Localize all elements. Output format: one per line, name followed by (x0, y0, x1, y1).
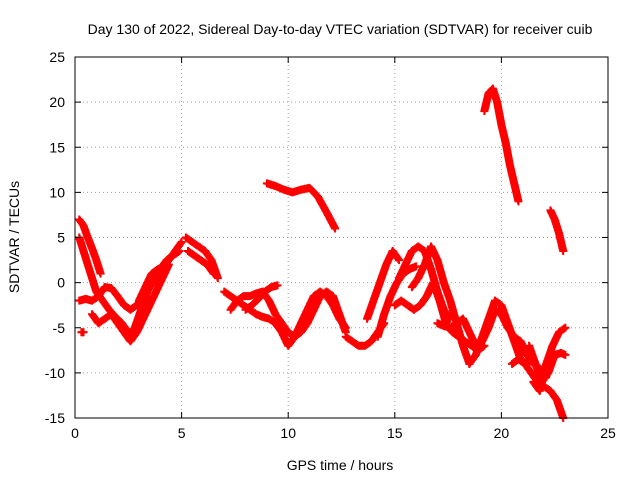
chart-title: Day 130 of 2022, Sidereal Day-to-day VTE… (88, 21, 593, 37)
y-tick-label: 15 (49, 139, 65, 155)
series-arc5 (88, 260, 173, 346)
data-point (514, 197, 523, 206)
data-point (395, 256, 404, 265)
data-point (96, 269, 105, 278)
series-arc25 (529, 323, 570, 395)
data-point (331, 224, 340, 233)
x-tick-label: 25 (600, 425, 616, 441)
series-arc3 (77, 328, 88, 337)
data-point (213, 274, 222, 283)
y-tick-label: 10 (49, 184, 65, 200)
x-tick-label: 0 (71, 425, 79, 441)
data-point (559, 247, 568, 256)
series-arc9 (183, 247, 218, 278)
data-point (175, 247, 184, 256)
y-tick-label: -15 (45, 410, 65, 426)
series-arc2 (75, 215, 105, 278)
y-tick-label: 25 (49, 49, 65, 65)
series-arc21 (465, 296, 531, 368)
data-point (412, 262, 421, 271)
series-arc7 (134, 262, 169, 305)
y-axis-label: SDTVAR / TECUs (6, 181, 22, 293)
x-tick-label: 10 (280, 425, 296, 441)
series-arc26 (546, 206, 568, 256)
x-tick-label: 15 (387, 425, 403, 441)
x-tick-label: 5 (178, 425, 186, 441)
y-tick-label: 5 (57, 230, 65, 246)
series-arc15 (363, 247, 404, 323)
data-points (75, 84, 570, 422)
data-point (160, 262, 169, 271)
data-point (79, 328, 88, 337)
y-tick-label: -10 (45, 365, 65, 381)
data-point (209, 269, 218, 278)
series-arc22 (480, 84, 523, 206)
data-point (561, 323, 570, 332)
y-tick-label: 0 (57, 275, 65, 291)
data-point (561, 350, 570, 359)
series-arc19 (407, 242, 474, 368)
data-point (273, 281, 282, 290)
series-arc13 (262, 179, 340, 233)
axis-ticks: 0 5 10 15 20 25 -15 -10 -5 0 5 10 15 20 25 (45, 49, 616, 441)
y-tick-label: -5 (53, 320, 66, 336)
data-point (177, 238, 186, 247)
series-arc11 (226, 287, 350, 341)
y-tick-label: 20 (49, 94, 65, 110)
series-arc12 (241, 281, 282, 314)
x-tick-label: 20 (494, 425, 510, 441)
x-axis-label: GPS time / hours (287, 457, 394, 473)
